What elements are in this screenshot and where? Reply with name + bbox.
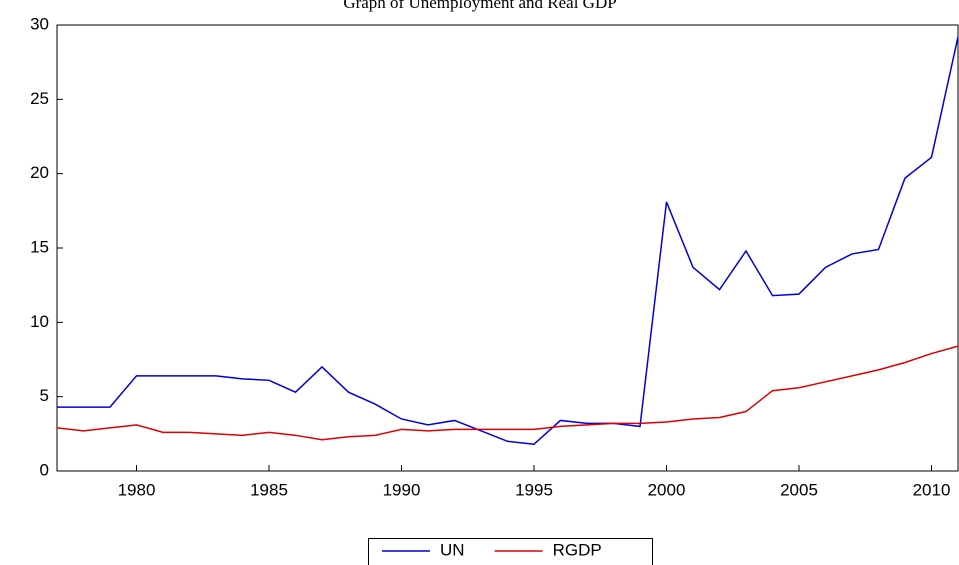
chart-title: Graph of Unemployment and Real GDP [343,0,616,12]
x-tick-label: 1980 [118,480,156,499]
x-tick-label: 1995 [515,480,553,499]
x-tick-label: 2005 [780,480,818,499]
x-tick-label: 1990 [383,480,421,499]
x-tick-label: 2000 [648,480,686,499]
series-line [57,36,959,446]
x-tick-label: 2010 [913,480,951,499]
y-tick-label: 30 [30,14,49,33]
series-line [56,345,959,441]
legend-label: UN [440,540,465,559]
y-tick-label: 15 [30,237,49,256]
y-tick-label: 5 [40,386,49,405]
y-tick-label: 10 [30,312,49,331]
plot-frame [56,24,959,472]
legend-label: RGDP [553,540,602,559]
x-tick-label: 1985 [250,480,288,499]
y-tick-label: 20 [30,163,49,182]
y-tick-label: 25 [30,89,49,108]
y-tick-label: 0 [40,460,49,479]
